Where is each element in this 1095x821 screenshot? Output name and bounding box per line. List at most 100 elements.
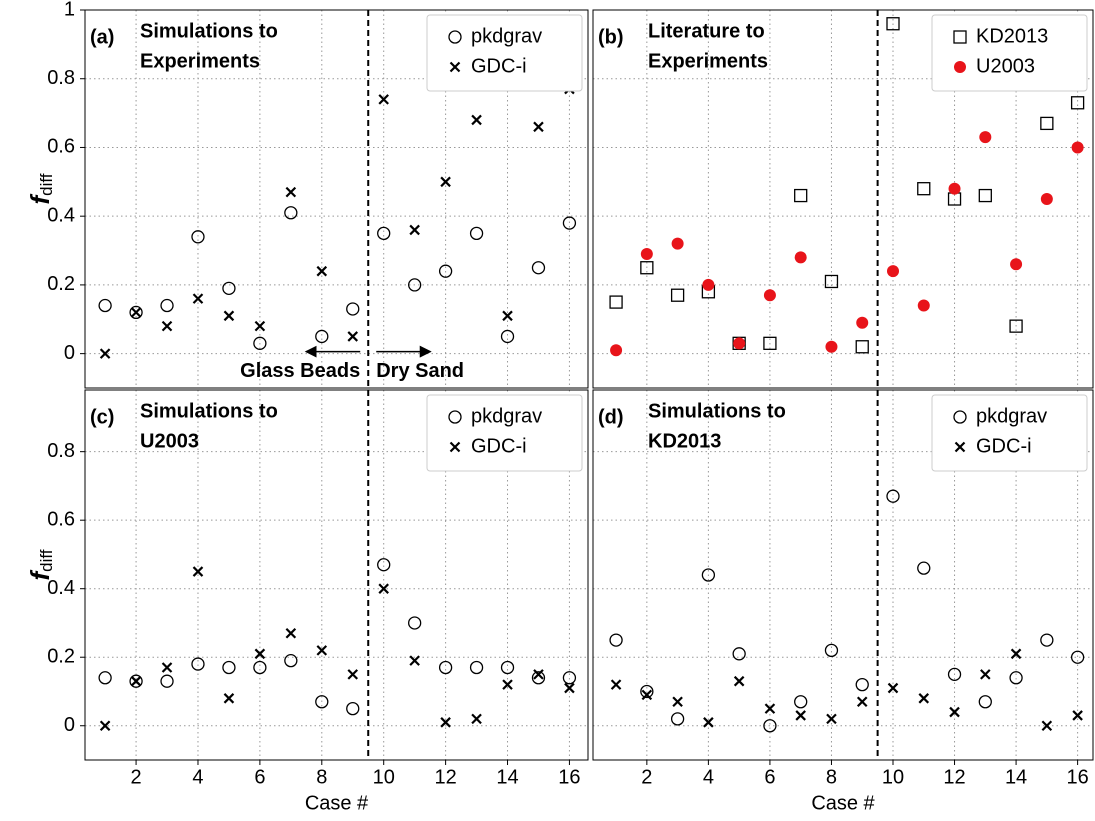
- data-point: [161, 662, 173, 673]
- data-point: [641, 689, 653, 701]
- data-point: [315, 695, 329, 709]
- legend-marker: [954, 441, 966, 453]
- panel-title: Experiments: [648, 50, 768, 72]
- data-point: [378, 94, 389, 105]
- data-point: [409, 224, 420, 236]
- legend-box: [426, 394, 583, 472]
- data-point: [377, 226, 391, 241]
- data-point: [285, 627, 297, 639]
- x-tick-label: 8: [826, 766, 837, 788]
- x-tick-label: 12: [434, 766, 456, 788]
- data-point: [917, 561, 931, 575]
- data-point: [253, 660, 267, 675]
- data-point: [531, 261, 546, 275]
- data-point: [129, 674, 143, 688]
- data-point: [1070, 96, 1085, 110]
- data-point: [640, 684, 654, 699]
- x-tick-label: 16: [1066, 766, 1088, 788]
- data-point: [763, 719, 777, 733]
- data-point: [471, 713, 482, 725]
- y-axis-label-main: f: [25, 570, 55, 581]
- data-point: [254, 320, 266, 332]
- data-point: [253, 336, 267, 350]
- data-point: [824, 643, 839, 658]
- data-point: [610, 344, 623, 357]
- data-point: [640, 247, 653, 260]
- y-axis-label-sub: diff: [37, 549, 56, 572]
- data-point: [732, 647, 746, 661]
- data-point: [1040, 116, 1054, 131]
- legend-marker: [953, 30, 967, 44]
- panel-title: KD2013: [648, 430, 721, 452]
- data-point: [564, 682, 575, 694]
- data-point: [856, 316, 869, 329]
- data-point: [886, 17, 900, 31]
- annotation: Glass Beads: [240, 360, 360, 382]
- y-axis-label-sub: diff: [37, 173, 56, 196]
- data-point: [502, 679, 513, 690]
- data-point: [440, 717, 451, 728]
- data-point: [192, 566, 204, 577]
- data-point: [917, 182, 931, 196]
- x-tick-label: 4: [192, 766, 203, 788]
- data-point: [316, 265, 328, 277]
- data-point: [918, 693, 930, 704]
- panel-label: (a): [90, 26, 114, 48]
- data-point: [500, 660, 515, 675]
- data-point: [1071, 141, 1084, 154]
- data-point: [409, 655, 420, 666]
- data-point: [191, 657, 205, 671]
- plot-frame: [592, 9, 1094, 389]
- x-tick-label: 6: [254, 766, 265, 788]
- data-point: [347, 331, 359, 342]
- legend-label: KD2013: [976, 25, 1048, 47]
- data-point: [562, 671, 577, 685]
- data-point: [671, 237, 684, 250]
- data-point: [377, 558, 391, 572]
- data-point: [223, 310, 235, 322]
- data-point: [670, 288, 685, 302]
- panel-title: Simulations to: [140, 400, 278, 422]
- data-point: [794, 251, 807, 264]
- data-point: [703, 717, 714, 728]
- x-tick-label: 6: [764, 766, 775, 788]
- data-point: [502, 310, 513, 322]
- panel-title: Simulations to: [140, 20, 278, 42]
- data-point: [795, 710, 806, 721]
- y-axis-label: fdiff: [25, 173, 57, 204]
- y-axis-label-main: f: [25, 194, 55, 205]
- data-point: [316, 645, 328, 656]
- data-point: [408, 278, 422, 292]
- data-point: [672, 696, 683, 708]
- data-point: [99, 348, 111, 359]
- data-point: [192, 293, 204, 304]
- data-point: [1041, 720, 1053, 732]
- data-point: [609, 633, 623, 647]
- y-tick-label: 0.8: [47, 440, 75, 462]
- legend-label: pkdgrav: [471, 25, 542, 47]
- x-tick-label: 2: [131, 766, 142, 788]
- legend-marker: [954, 61, 966, 73]
- data-point: [98, 298, 112, 313]
- data-point: [315, 329, 329, 344]
- legend-label: GDC-i: [976, 435, 1032, 457]
- data-point: [887, 265, 899, 278]
- data-point: [1009, 319, 1023, 333]
- data-point: [856, 696, 868, 708]
- data-point: [1010, 648, 1022, 660]
- data-point: [160, 674, 174, 688]
- data-point: [438, 264, 453, 278]
- y-tick-label: 0.6: [47, 508, 75, 530]
- data-point: [917, 299, 930, 312]
- data-point: [160, 298, 174, 313]
- x-tick-label: 12: [943, 766, 965, 788]
- data-point: [764, 703, 776, 714]
- panel-title: U2003: [140, 430, 199, 452]
- y-tick-label: 1: [64, 0, 75, 20]
- data-point: [1010, 258, 1023, 271]
- data-point: [825, 340, 838, 353]
- data-point: [855, 340, 869, 354]
- y-tick-label: 0.4: [47, 204, 75, 226]
- data-point: [285, 186, 297, 198]
- data-point: [702, 278, 715, 291]
